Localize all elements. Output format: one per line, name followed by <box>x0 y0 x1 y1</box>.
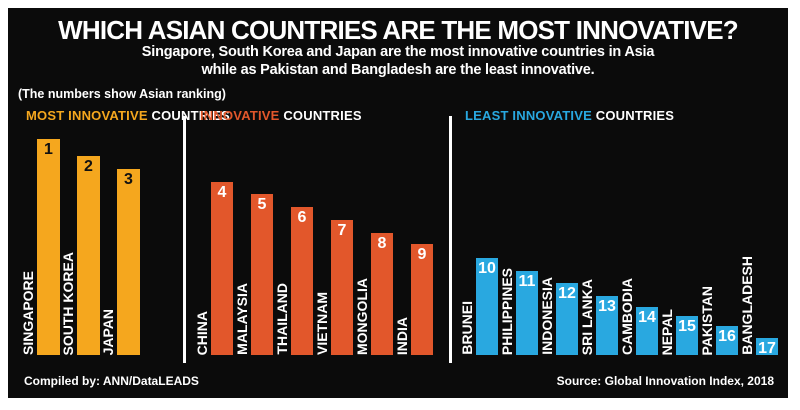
subtitle-line-1: Singapore, South Korea and Japan are the… <box>141 44 655 60</box>
footer: Compiled by: ANN/DataLEADS Source: Globa… <box>24 374 774 388</box>
country-label-nepal: NEPAL <box>659 308 675 355</box>
bar-indonesia: 12 <box>556 283 578 355</box>
bar-brunei: 10 <box>476 258 498 355</box>
bar-unit-indonesia: INDONESIA 12 <box>539 277 579 355</box>
section-header-highlight: LEAST INNOVATIVE <box>465 108 592 123</box>
rank-value-nepal: 15 <box>678 318 696 335</box>
section-header-highlight: MOST INNOVATIVE <box>26 108 148 123</box>
country-label-mongolia: MONGOLIA <box>354 278 370 355</box>
bar-nepal: 15 <box>676 316 698 355</box>
bar-south-korea: 2 <box>77 156 100 355</box>
bar-unit-philippines: PHILIPPINES 11 <box>499 268 539 355</box>
section-header-least-innovative: LEAST INNOVATIVE COUNTRIES <box>465 108 782 124</box>
country-label-brunei: BRUNEI <box>459 301 475 355</box>
source-text: Source: Global Innovation Index, 2018 <box>556 374 774 388</box>
bar-india: 9 <box>411 244 433 355</box>
bar-unit-singapore: SINGAPORE 1 <box>20 139 60 355</box>
rank-value-bangladesh: 17 <box>758 340 776 357</box>
bar-unit-pakistan: PAKISTAN 16 <box>699 286 739 355</box>
bar-unit-mongolia: MONGOLIA 8 <box>354 233 394 355</box>
rank-value-china: 4 <box>217 184 227 201</box>
section-header-innovative: INNOVATIVE COUNTRIES <box>200 108 449 124</box>
infographic-panel: WHICH ASIAN COUNTRIES ARE THE MOST INNOV… <box>8 8 788 398</box>
bar-unit-japan: JAPAN 3 <box>100 169 140 355</box>
rank-value-indonesia: 12 <box>558 285 576 302</box>
rank-value-thailand: 6 <box>297 209 307 226</box>
bar-unit-thailand: THAILAND 6 <box>274 207 314 355</box>
rank-value-south-korea: 2 <box>84 158 93 175</box>
section-divider <box>183 116 186 363</box>
rank-value-india: 9 <box>417 246 427 263</box>
country-label-philippines: PHILIPPINES <box>499 267 515 355</box>
rank-value-philippines: 11 <box>518 273 536 290</box>
section-header-rest: COUNTRIES <box>591 108 675 123</box>
country-label-malaysia: MALAYSIA <box>234 283 250 355</box>
section-header-rest: COUNTRIES <box>279 108 362 123</box>
country-label-vietnam: VIETNAM <box>314 292 330 355</box>
rank-value-brunei: 10 <box>478 260 496 277</box>
section-most-innovative: MOST INNOVATIVE COUNTRIES SINGAPORE 1 SOUTH… <box>18 108 230 355</box>
bar-singapore: 1 <box>37 139 60 355</box>
bar-philippines: 11 <box>516 271 538 355</box>
rank-value-pakistan: 16 <box>718 328 736 345</box>
bar-unit-vietnam: VIETNAM 7 <box>314 220 354 355</box>
rank-value-sri-lanka: 13 <box>598 298 616 315</box>
bar-unit-india: INDIA 9 <box>394 244 434 355</box>
rank-value-malaysia: 5 <box>257 196 267 213</box>
rank-value-mongolia: 8 <box>377 235 387 252</box>
country-label-pakistan: PAKISTAN <box>699 285 715 355</box>
bar-unit-south-korea: SOUTH KOREA 2 <box>60 156 100 355</box>
bar-sri-lanka: 13 <box>596 296 618 355</box>
country-label-japan: JAPAN <box>100 308 116 355</box>
bar-unit-sri-lanka: SRI LANKA 13 <box>579 279 619 355</box>
bar-thailand: 6 <box>291 207 313 355</box>
bar-vietnam: 7 <box>331 220 353 355</box>
ranking-note: (The numbers show Asian ranking) <box>18 87 226 101</box>
bar-cambodia: 14 <box>636 307 658 355</box>
bar-china: 4 <box>211 182 233 355</box>
bar-unit-malaysia: MALAYSIA 5 <box>234 194 274 355</box>
section-header-rest: COUNTRIES <box>147 108 230 123</box>
section-header-most-innovative: MOST INNOVATIVE COUNTRIES <box>26 108 230 124</box>
country-label-bangladesh: BANGLADESH <box>739 256 755 355</box>
rank-value-singapore: 1 <box>44 141 53 158</box>
section-divider <box>449 116 452 363</box>
bars-row: SINGAPORE 1 SOUTH KOREA 2 JAPAN 3 <box>20 124 183 355</box>
section-innovative: INNOVATIVE COUNTRIES CHINA 4 MALAYSIA 5 THAIL… <box>186 108 449 355</box>
bar-unit-bangladesh: BANGLADESH 17 <box>739 256 779 357</box>
bar-unit-china: CHINA 4 <box>194 182 234 355</box>
country-label-thailand: THAILAND <box>274 283 290 355</box>
bar-malaysia: 5 <box>251 194 273 355</box>
bar-pakistan: 16 <box>716 326 738 355</box>
section-least-innovative: LEAST INNOVATIVE COUNTRIES BRUNEI 10 PHILIP… <box>452 108 782 357</box>
bar-mongolia: 8 <box>371 233 393 355</box>
country-label-singapore: SINGAPORE <box>20 270 36 355</box>
bar-unit-cambodia: CAMBODIA 14 <box>619 278 659 355</box>
country-label-indonesia: INDONESIA <box>539 277 555 355</box>
compiled-by-text: Compiled by: ANN/DataLEADS <box>24 374 199 388</box>
country-label-south-korea: SOUTH KOREA <box>60 251 76 355</box>
bar-unit-nepal: NEPAL 15 <box>659 309 699 355</box>
section-header-highlight: INNOVATIVE <box>200 108 280 123</box>
bar-chart: MOST INNOVATIVE COUNTRIES SINGAPORE 1 SOUTH… <box>18 108 782 363</box>
subtitle-line-2: while as Pakistan and Bangladesh are the… <box>201 62 595 78</box>
rank-value-cambodia: 14 <box>638 309 656 326</box>
rank-value-japan: 3 <box>124 171 133 188</box>
bar-unit-brunei: BRUNEI 10 <box>459 258 499 355</box>
country-label-sri-lanka: SRI LANKA <box>579 278 595 355</box>
bars-row: BRUNEI 10 PHILIPPINES 11 INDONESIA 12 SRI LANK… <box>459 124 782 357</box>
bars-row: CHINA 4 MALAYSIA 5 THAILAND 6 VIETNAM 7 MONGOLIA… <box>194 124 449 355</box>
main-title: WHICH ASIAN COUNTRIES ARE THE MOST INNOV… <box>58 15 738 45</box>
country-label-india: INDIA <box>394 316 410 355</box>
country-label-china: CHINA <box>194 310 210 355</box>
bar-bangladesh: 17 <box>756 338 778 357</box>
bar-japan: 3 <box>117 169 140 355</box>
rank-value-vietnam: 7 <box>337 222 347 239</box>
country-label-cambodia: CAMBODIA <box>619 278 635 355</box>
